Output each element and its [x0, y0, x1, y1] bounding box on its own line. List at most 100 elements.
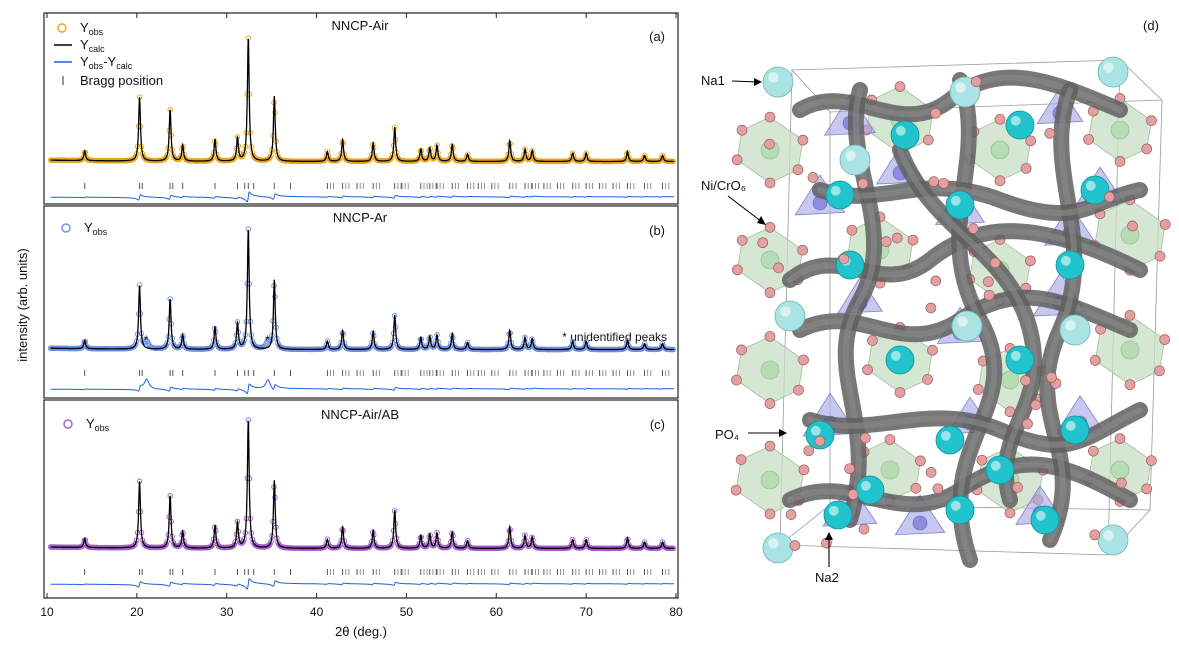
oxygen-atom	[1046, 371, 1057, 383]
yobs-series-a	[47, 35, 677, 165]
oxygen-atom	[846, 224, 858, 236]
oxygen-atom	[736, 124, 748, 136]
na2-atom	[885, 345, 915, 375]
oxygen-atom	[976, 454, 988, 466]
yobs-point	[446, 543, 452, 550]
na1-atom	[951, 310, 983, 342]
oxygen-atom	[1089, 529, 1101, 541]
ni-cr-atom	[760, 360, 780, 380]
na2-atom	[1055, 250, 1085, 280]
oxygen-atom	[1127, 220, 1138, 232]
na1-atom	[839, 144, 871, 176]
na2-atom-highlight	[950, 195, 961, 206]
yobs-point	[581, 344, 588, 351]
yobs-point	[581, 156, 588, 162]
oxygen-atom	[989, 257, 1001, 269]
na-pathway-highlight	[807, 407, 1143, 448]
oxygen-atom	[735, 454, 747, 465]
legend-panel-a: Yobs Ycalc Yobs-Ycalc Bragg position	[54, 20, 163, 88]
oxygen-atom	[891, 232, 903, 244]
oxygen-atom	[907, 234, 919, 246]
yobs-point	[503, 345, 510, 351]
oxygen-atom	[764, 177, 776, 189]
legend-diff: Yobs-Ycalc	[80, 54, 133, 71]
ycalc-line-b	[50, 229, 675, 351]
yobs-point	[462, 543, 469, 549]
na2-atom-highlight	[860, 480, 871, 491]
arrow-nicro6-head	[757, 216, 766, 225]
ni-cr-atom	[880, 460, 900, 480]
na1-atom-highlight	[1065, 320, 1076, 331]
arrow-na2-head	[825, 532, 833, 540]
yobs-point	[132, 153, 139, 160]
oxygen-atom	[922, 374, 933, 385]
yobs-point	[240, 538, 247, 545]
panel-a-title: NNCP-Air	[331, 18, 389, 33]
oxygen-atom	[793, 384, 804, 396]
oxygen-atom	[1146, 455, 1157, 466]
oxygen-atom	[798, 464, 810, 476]
x-tick-label: 60	[490, 605, 504, 619]
na2-atom-highlight	[1085, 180, 1096, 191]
oxygen-atom	[797, 134, 809, 146]
yobs-point	[163, 541, 169, 547]
legend-yobs-a: Yobs	[80, 20, 104, 37]
phosphorus-atom	[912, 515, 928, 531]
na1-atom-highlight	[845, 150, 856, 161]
oxygen-atom	[847, 489, 859, 500]
oxygen-atom	[860, 432, 871, 444]
bragg-ticks-c	[84, 569, 670, 575]
legend-yobs-marker-b	[61, 223, 71, 233]
oxygen-atom	[764, 138, 775, 150]
oxygen-atom	[792, 164, 804, 176]
label-nicro6: Ni/CrO₆	[701, 178, 746, 193]
yobs-point	[163, 154, 169, 161]
yobs-point	[446, 345, 452, 351]
yobs-point	[163, 342, 169, 349]
yobs-point	[520, 155, 526, 162]
panel-b-label: (b)	[649, 223, 665, 238]
oxygen-atom	[930, 275, 942, 287]
yobs-point	[321, 157, 328, 163]
ni-cr-atom	[990, 140, 1010, 160]
oxygen-atom	[1159, 334, 1171, 345]
legend-panel-b: Yobs	[61, 220, 108, 237]
na2-atom-highlight	[950, 500, 961, 511]
y-axis-label: intensity (arb. units)	[15, 248, 30, 361]
na2-atom-highlight	[890, 350, 901, 361]
yobs-point	[388, 541, 395, 547]
oxygen-atom	[938, 177, 949, 189]
oxygen-atom	[1030, 399, 1042, 411]
panel-c-frame	[43, 399, 679, 599]
oxygen-atom	[764, 331, 776, 342]
legend-panel-c: Yobs	[63, 416, 110, 433]
oxygen-atom	[1154, 250, 1166, 262]
oxygen-atom	[731, 154, 743, 166]
yobs-point	[132, 540, 139, 547]
diff-line-b	[50, 378, 675, 395]
oxygen-atom	[858, 523, 870, 535]
oxygen-atom	[1154, 365, 1165, 377]
panel-b-title: NNCP-Ar	[333, 210, 388, 225]
unidentified-peak-marker: *	[265, 333, 270, 347]
na2-atom-highlight	[1035, 510, 1046, 521]
na2-atom	[935, 425, 965, 455]
atoms	[757, 56, 1138, 564]
oxygen-atom	[838, 253, 850, 265]
x-tick-label: 10	[40, 605, 54, 619]
oxygen-atom	[844, 463, 855, 475]
arrow-nicro6	[727, 195, 763, 223]
na2-atom	[825, 180, 855, 210]
oxygen-atom	[785, 509, 797, 520]
legend-yobs-b: Yobs	[84, 220, 108, 237]
label-po4: PO₄	[715, 427, 739, 442]
oxygen-atom	[757, 237, 769, 249]
oxygen-atom	[764, 287, 776, 299]
crystal-structure-image: (d) Na1 Ni/CrO₆ PO₄ Na2	[701, 18, 1171, 585]
na1-atom	[1097, 524, 1129, 556]
label-na2: Na2	[815, 570, 839, 585]
oxygen-atom	[731, 374, 742, 386]
oxygen-atom	[1141, 143, 1153, 155]
oxygen-atom	[970, 76, 982, 87]
oxygen-atom	[972, 384, 984, 395]
